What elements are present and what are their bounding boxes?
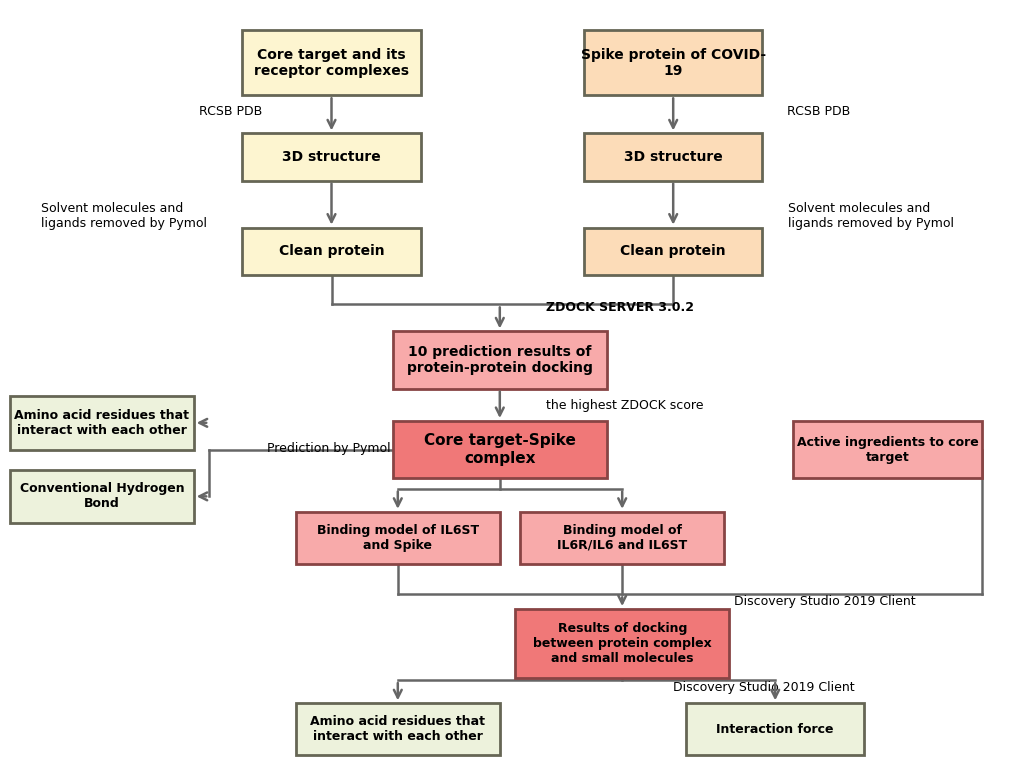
Text: Binding model of
IL6R/IL6 and IL6ST: Binding model of IL6R/IL6 and IL6ST [556, 524, 687, 552]
FancyBboxPatch shape [296, 703, 499, 755]
FancyBboxPatch shape [583, 133, 762, 181]
FancyBboxPatch shape [392, 421, 606, 478]
FancyBboxPatch shape [243, 228, 421, 275]
Text: 3D structure: 3D structure [624, 150, 721, 164]
Text: Core target-Spike
complex: Core target-Spike complex [424, 434, 575, 466]
FancyBboxPatch shape [686, 703, 864, 755]
Text: Spike protein of COVID-
19: Spike protein of COVID- 19 [580, 47, 765, 78]
Text: ZDOCK SERVER 3.0.2: ZDOCK SERVER 3.0.2 [545, 302, 693, 314]
FancyBboxPatch shape [296, 512, 499, 564]
Text: RCSB PDB: RCSB PDB [787, 105, 850, 117]
Text: Core target and its
receptor complexes: Core target and its receptor complexes [254, 47, 409, 78]
FancyBboxPatch shape [793, 421, 980, 478]
FancyBboxPatch shape [583, 228, 762, 275]
Text: 10 prediction results of
protein-protein docking: 10 prediction results of protein-protein… [407, 345, 592, 375]
Text: Active ingredients to core
target: Active ingredients to core target [796, 436, 977, 463]
Text: Amino acid residues that
interact with each other: Amino acid residues that interact with e… [310, 715, 485, 743]
Text: Amino acid residues that
interact with each other: Amino acid residues that interact with e… [14, 409, 190, 437]
Text: Binding model of IL6ST
and Spike: Binding model of IL6ST and Spike [317, 524, 478, 552]
Text: 3D structure: 3D structure [282, 150, 380, 164]
Text: Discovery Studio 2019 Client: Discovery Studio 2019 Client [673, 682, 854, 694]
FancyBboxPatch shape [520, 512, 723, 564]
FancyBboxPatch shape [243, 30, 421, 95]
Text: Results of docking
between protein complex
and small molecules: Results of docking between protein compl… [532, 622, 711, 665]
Text: Clean protein: Clean protein [278, 244, 384, 258]
Text: Clean protein: Clean protein [620, 244, 726, 258]
FancyBboxPatch shape [515, 609, 729, 678]
Text: Solvent molecules and
ligands removed by Pymol: Solvent molecules and ligands removed by… [41, 202, 207, 230]
FancyBboxPatch shape [10, 396, 194, 450]
Text: Solvent molecules and
ligands removed by Pymol: Solvent molecules and ligands removed by… [788, 202, 954, 230]
Text: RCSB PDB: RCSB PDB [199, 105, 262, 117]
Text: Discovery Studio 2019 Client: Discovery Studio 2019 Client [734, 595, 915, 607]
Text: Interaction force: Interaction force [715, 723, 834, 735]
FancyBboxPatch shape [243, 133, 421, 181]
Text: Conventional Hydrogen
Bond: Conventional Hydrogen Bond [19, 483, 184, 510]
FancyBboxPatch shape [583, 30, 762, 95]
Text: Prediction by Pymol: Prediction by Pymol [267, 442, 390, 454]
FancyBboxPatch shape [10, 470, 194, 523]
FancyBboxPatch shape [392, 331, 606, 388]
Text: the highest ZDOCK score: the highest ZDOCK score [545, 400, 702, 412]
